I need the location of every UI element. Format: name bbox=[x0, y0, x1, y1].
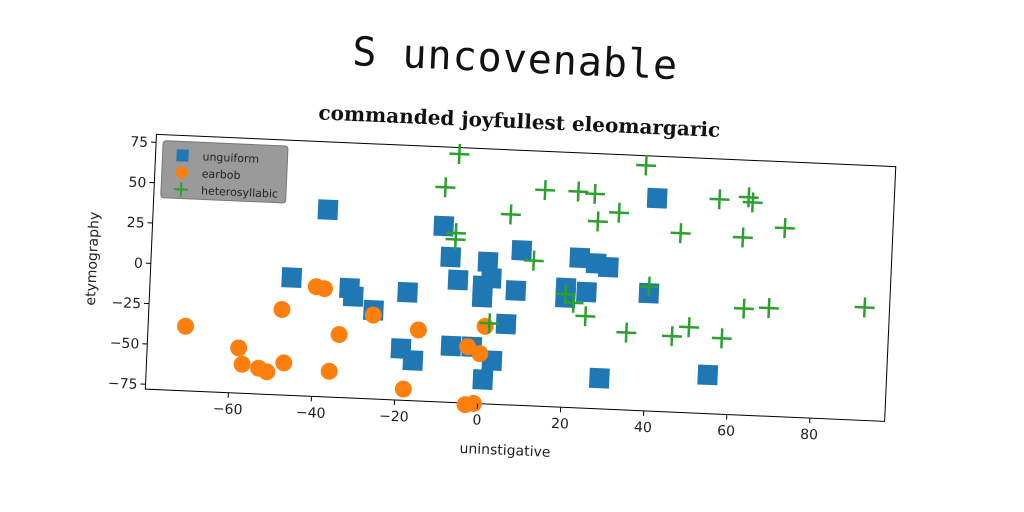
point-heterosyllabic-20 bbox=[575, 306, 596, 327]
legend-marker bbox=[176, 149, 189, 162]
point-earbob-5 bbox=[275, 354, 293, 372]
point-unguiform-28 bbox=[281, 267, 303, 288]
point-heterosyllabic-3 bbox=[445, 222, 466, 244]
point-unguiform-30 bbox=[342, 285, 364, 307]
x-tick-label: −20 bbox=[379, 408, 409, 425]
point-heterosyllabic-5 bbox=[535, 180, 556, 201]
point-heterosyllabic-9 bbox=[609, 202, 630, 223]
y-tick-label: −50 bbox=[109, 335, 139, 352]
point-earbob-12 bbox=[394, 380, 412, 398]
point-heterosyllabic-17 bbox=[732, 227, 753, 248]
x-tick-label: 0 bbox=[472, 412, 482, 428]
x-tick-label: −40 bbox=[296, 405, 326, 422]
point-heterosyllabic-13 bbox=[709, 189, 730, 210]
point-unguiform-12 bbox=[440, 335, 462, 357]
point-heterosyllabic-14 bbox=[738, 187, 759, 208]
legend-label: heterosyllabic bbox=[201, 184, 279, 200]
point-unguiform-11 bbox=[397, 281, 418, 303]
point-earbob-10 bbox=[330, 326, 348, 344]
x-tick-label: 80 bbox=[800, 427, 819, 444]
point-heterosyllabic-10 bbox=[636, 155, 657, 176]
x-tick-label: 20 bbox=[551, 416, 570, 433]
point-heterosyllabic-28 bbox=[854, 297, 875, 318]
y-tick-label: 25 bbox=[126, 215, 145, 232]
point-heterosyllabic-22 bbox=[639, 276, 660, 297]
point-unguiform-7 bbox=[472, 275, 494, 297]
point-earbob-13 bbox=[409, 321, 427, 339]
point-earbob-2 bbox=[233, 355, 251, 373]
point-heterosyllabic-23 bbox=[661, 326, 683, 347]
point-heterosyllabic-18 bbox=[555, 284, 576, 305]
x-axis-label: uninstigative bbox=[459, 441, 551, 461]
point-unguiform-26 bbox=[588, 367, 610, 389]
y-tick-label: 0 bbox=[134, 256, 144, 272]
point-heterosyllabic-25 bbox=[711, 328, 732, 349]
chart-title: commanded joyfullest eleomargaric bbox=[318, 100, 721, 142]
points-layer bbox=[177, 143, 875, 414]
point-heterosyllabic-26 bbox=[733, 298, 754, 319]
point-unguiform-0 bbox=[317, 199, 339, 221]
point-unguiform-27 bbox=[697, 364, 719, 386]
point-heterosyllabic-12 bbox=[670, 223, 691, 244]
point-heterosyllabic-21 bbox=[616, 322, 637, 343]
point-unguiform-23 bbox=[576, 281, 597, 303]
legend: unguiform earbob heterosyllabic bbox=[160, 140, 289, 204]
point-earbob-1 bbox=[230, 339, 248, 357]
point-unguiform-17 bbox=[472, 369, 494, 391]
point-heterosyllabic-24 bbox=[678, 317, 700, 338]
x-tick-label: 40 bbox=[634, 419, 653, 436]
y-tick-label: −75 bbox=[108, 376, 138, 393]
point-unguiform-18 bbox=[646, 187, 668, 209]
point-unguiform-5 bbox=[477, 251, 499, 273]
point-heterosyllabic-27 bbox=[758, 298, 779, 319]
point-unguiform-15 bbox=[402, 349, 424, 371]
point-earbob-4 bbox=[258, 363, 276, 381]
point-unguiform-3 bbox=[447, 269, 469, 291]
point-heterosyllabic-1 bbox=[435, 177, 456, 198]
y-axis: −75 −50 −25 0 25 50 75 bbox=[108, 134, 157, 393]
legend-label: earbob bbox=[201, 167, 240, 182]
x-axis: −60 −40 −20 0 20 40 60 80 bbox=[213, 392, 819, 444]
point-heterosyllabic-8 bbox=[587, 211, 608, 232]
point-unguiform-19 bbox=[569, 247, 591, 269]
point-heterosyllabic-15 bbox=[742, 192, 763, 213]
point-heterosyllabic-29 bbox=[479, 313, 500, 334]
point-earbob-8 bbox=[315, 280, 333, 298]
x-tick-label: −60 bbox=[213, 401, 243, 418]
y-axis-label: etymography bbox=[83, 211, 103, 305]
point-unguiform-1 bbox=[433, 215, 455, 237]
legend-marker bbox=[175, 166, 188, 179]
point-heterosyllabic-16 bbox=[774, 217, 795, 239]
legend-box bbox=[160, 140, 289, 204]
point-earbob-0 bbox=[177, 317, 195, 335]
point-earbob-15 bbox=[471, 345, 489, 363]
point-earbob-9 bbox=[320, 362, 338, 380]
point-unguiform-9 bbox=[505, 280, 527, 302]
x-tick-label: 60 bbox=[717, 423, 736, 440]
point-earbob-11 bbox=[364, 306, 382, 324]
legend-label: unguiform bbox=[202, 150, 259, 165]
point-earbob-6 bbox=[273, 300, 291, 318]
point-heterosyllabic-6 bbox=[568, 181, 589, 202]
point-heterosyllabic-7 bbox=[584, 183, 605, 204]
point-heterosyllabic-11 bbox=[523, 250, 544, 271]
legend-marker bbox=[174, 182, 189, 197]
y-tick-label: −25 bbox=[111, 295, 141, 312]
point-heterosyllabic-4 bbox=[500, 204, 521, 225]
point-unguiform-10 bbox=[495, 313, 517, 335]
point-unguiform-2 bbox=[440, 246, 462, 268]
point-heterosyllabic-0 bbox=[449, 143, 470, 165]
y-tick-label: 75 bbox=[130, 134, 149, 151]
y-tick-label: 50 bbox=[128, 175, 147, 192]
point-unguiform-21 bbox=[597, 256, 619, 278]
point-unguiform-8 bbox=[511, 240, 533, 261]
point-heterosyllabic-19 bbox=[563, 292, 584, 313]
